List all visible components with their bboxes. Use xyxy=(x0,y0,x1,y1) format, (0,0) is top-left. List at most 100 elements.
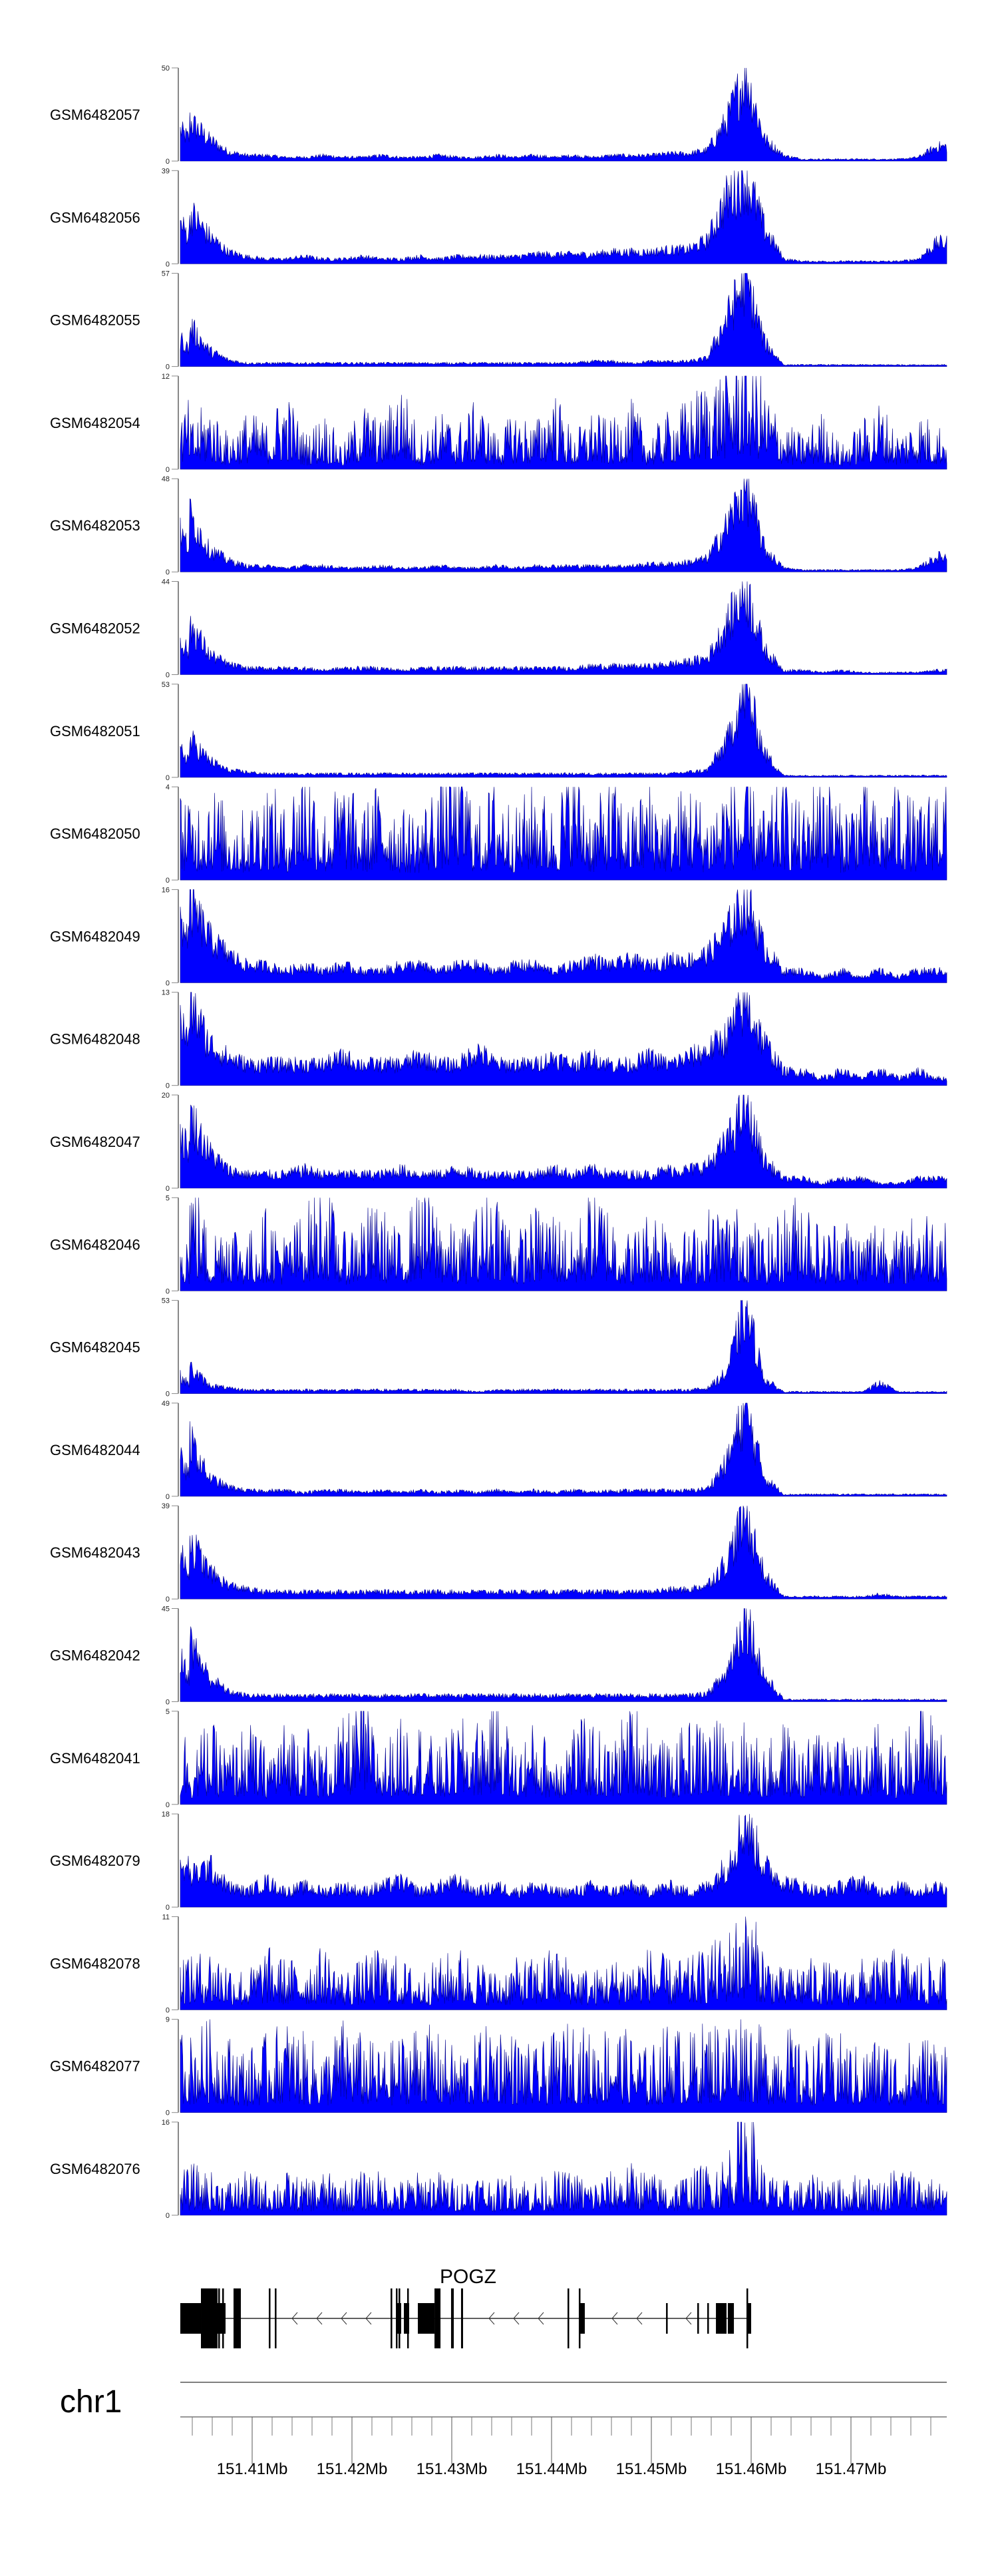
track-GSM6482041: GSM6482041 5 0 xyxy=(50,1708,947,1809)
x-tick-label: 151.43Mb xyxy=(416,2460,488,2478)
signal-area xyxy=(180,992,947,1086)
y-min-label: 0 xyxy=(166,1596,170,1604)
y-min-label: 0 xyxy=(166,2109,170,2117)
track-GSM6482051: GSM6482051 53 0 xyxy=(50,681,947,782)
track-GSM6482052: GSM6482052 44 0 xyxy=(50,578,947,680)
y-max-label: 13 xyxy=(162,989,170,997)
exon xyxy=(716,2303,727,2334)
track-label: GSM6482053 xyxy=(50,517,140,534)
track-GSM6482077: GSM6482077 9 0 xyxy=(50,2016,947,2117)
exon xyxy=(180,2303,202,2334)
strand-arrow-icon xyxy=(611,2312,618,2325)
track-label: GSM6482044 xyxy=(50,1442,140,1458)
track-label: GSM6482048 xyxy=(50,1031,140,1048)
track-GSM6482045: GSM6482045 53 0 xyxy=(50,1297,947,1398)
y-min-label: 0 xyxy=(166,363,170,371)
y-max-label: 16 xyxy=(162,2119,170,2127)
exon xyxy=(396,2303,401,2334)
signal-area xyxy=(180,581,947,675)
y-max-label: 53 xyxy=(162,1297,170,1305)
strand-arrow-icon xyxy=(636,2312,643,2325)
exon xyxy=(275,2288,277,2348)
chromosome-label: chr1 xyxy=(60,2384,122,2420)
track-GSM6482049: GSM6482049 16 0 xyxy=(50,886,947,987)
signal-area xyxy=(180,170,947,264)
track-label: GSM6482043 xyxy=(50,1544,140,1561)
track-label: GSM6482051 xyxy=(50,723,140,740)
y-max-label: 11 xyxy=(162,1913,170,1921)
exon xyxy=(222,2288,224,2348)
strand-arrow-icon xyxy=(685,2312,692,2325)
y-min-label: 0 xyxy=(166,774,170,782)
track-GSM6482054: GSM6482054 12 0 xyxy=(50,373,947,474)
y-max-label: 18 xyxy=(162,1811,170,1819)
track-label: GSM6482057 xyxy=(50,107,140,123)
exon xyxy=(460,2288,463,2348)
x-tick-label: 151.45Mb xyxy=(616,2460,687,2478)
track-label: GSM6482055 xyxy=(50,312,140,329)
track-GSM6482053: GSM6482053 48 0 xyxy=(50,475,947,576)
track-label: GSM6482076 xyxy=(50,2161,140,2177)
strand-arrow-icon xyxy=(365,2312,372,2325)
track-GSM6482050: GSM6482050 4 0 xyxy=(50,783,947,885)
y-min-label: 0 xyxy=(166,2006,170,2014)
y-min-label: 0 xyxy=(166,1493,170,1501)
track-GSM6482042: GSM6482042 45 0 xyxy=(50,1606,947,1707)
y-max-label: 9 xyxy=(166,2016,170,2024)
y-min-label: 0 xyxy=(166,2212,170,2220)
track-GSM6482079: GSM6482079 18 0 xyxy=(50,1811,947,1912)
y-max-label: 48 xyxy=(162,475,170,483)
y-max-label: 20 xyxy=(162,1092,170,1100)
track-GSM6482048: GSM6482048 13 0 xyxy=(50,989,947,1090)
exon xyxy=(201,2288,218,2348)
y-min-label: 0 xyxy=(166,466,170,474)
signal-area xyxy=(180,1402,947,1497)
y-min-label: 0 xyxy=(166,979,170,987)
exon xyxy=(233,2288,242,2348)
x-tick-label: 151.47Mb xyxy=(816,2460,887,2478)
x-tick-label: 151.46Mb xyxy=(716,2460,787,2478)
strand-arrow-icon xyxy=(341,2312,347,2325)
y-max-label: 57 xyxy=(162,270,170,278)
y-min-label: 0 xyxy=(166,568,170,576)
signal-area xyxy=(180,2121,947,2216)
x-tick-label: 151.42Mb xyxy=(317,2460,388,2478)
y-max-label: 12 xyxy=(162,373,170,381)
exon xyxy=(218,2288,220,2348)
track-GSM6482057: GSM6482057 50 0 xyxy=(50,65,947,166)
exon xyxy=(580,2303,585,2334)
signal-area xyxy=(180,2019,947,2113)
track-label: GSM6482054 xyxy=(50,415,140,431)
track-label: GSM6482056 xyxy=(50,209,140,226)
track-GSM6482055: GSM6482055 57 0 xyxy=(50,270,947,371)
track-GSM6482056: GSM6482056 39 0 xyxy=(50,167,947,268)
track-label: GSM6482045 xyxy=(50,1339,140,1356)
y-max-label: 16 xyxy=(162,886,170,894)
exon xyxy=(391,2288,393,2348)
y-max-label: 53 xyxy=(162,681,170,689)
signal-area xyxy=(180,1300,947,1394)
track-label: GSM6482077 xyxy=(50,2058,140,2075)
y-min-label: 0 xyxy=(166,1185,170,1193)
signal-area xyxy=(180,1711,947,1805)
exon xyxy=(568,2288,570,2348)
strand-arrow-icon xyxy=(513,2312,520,2325)
exon xyxy=(697,2303,699,2334)
signal-area xyxy=(180,273,947,367)
exon xyxy=(727,2303,735,2334)
signal-area xyxy=(180,786,947,881)
exon xyxy=(418,2303,435,2334)
track-label: GSM6482047 xyxy=(50,1134,140,1150)
exon xyxy=(407,2288,409,2348)
exon xyxy=(747,2303,751,2334)
track-GSM6482078: GSM6482078 11 0 xyxy=(50,1913,947,2014)
exon xyxy=(578,2288,581,2348)
signal-area xyxy=(180,375,947,470)
y-min-label: 0 xyxy=(166,1699,170,1707)
y-max-label: 49 xyxy=(162,1400,170,1408)
y-min-label: 0 xyxy=(166,1082,170,1090)
signal-area xyxy=(180,479,947,572)
genome-axis: chr1 151.41Mb 151.42Mb 151.43Mb 151.44Mb 151.… xyxy=(60,2382,947,2478)
y-min-label: 0 xyxy=(166,1801,170,1809)
